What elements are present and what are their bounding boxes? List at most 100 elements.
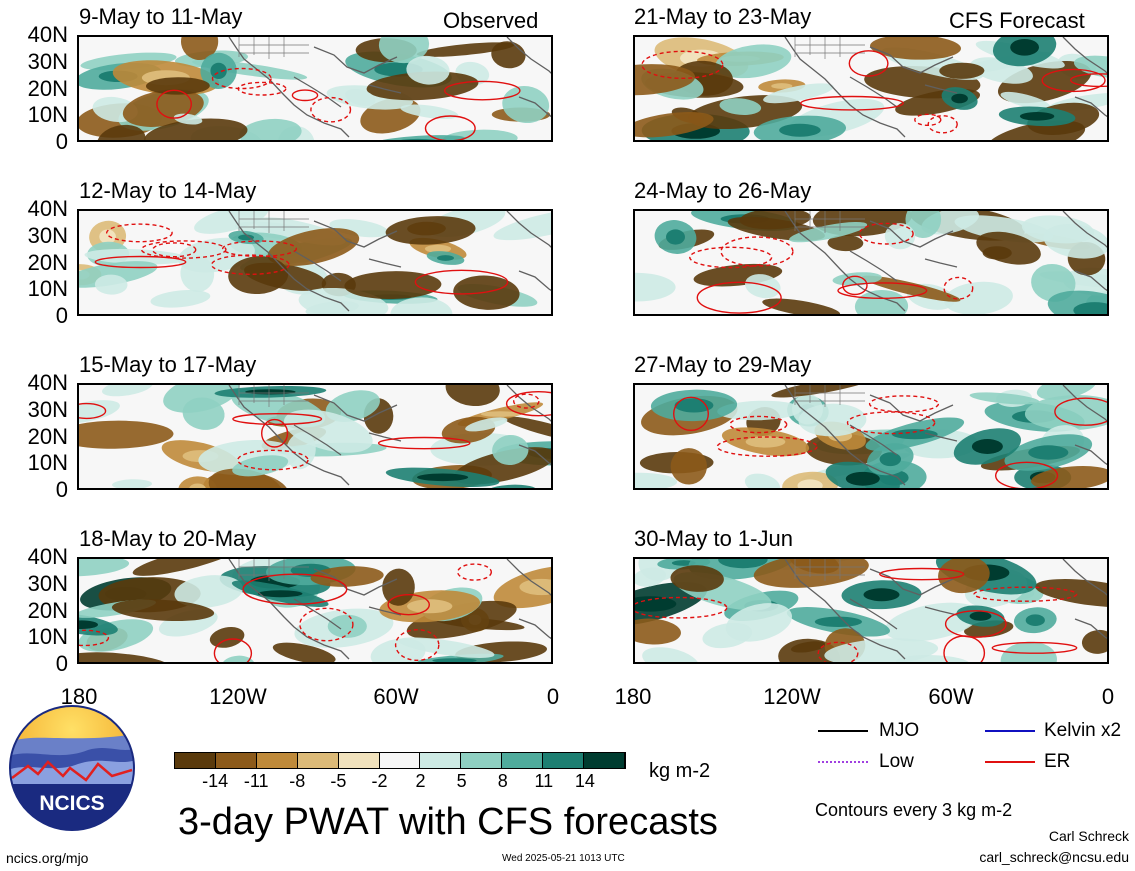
anomaly-blob: [178, 476, 217, 488]
anomaly-blob: [635, 567, 666, 587]
lat-label: 10N: [27, 624, 68, 650]
anomaly-blob-core: [1025, 614, 1045, 626]
lon-label-120w-left: 120W: [209, 684, 267, 709]
anomaly-blob: [854, 289, 909, 314]
er-contour: [106, 223, 173, 243]
colorbar-tick-label: -11: [243, 771, 269, 791]
anomaly-blob: [208, 468, 283, 488]
anomaly-blob: [762, 298, 841, 314]
map-panel-obs-4: [77, 557, 553, 664]
er-contour: [800, 95, 904, 111]
legend-line-kelvin: [985, 730, 1035, 732]
anomaly-blob: [382, 568, 415, 606]
colorbar-tick-label: -5: [330, 771, 347, 791]
coastline: [784, 559, 1107, 660]
logo-text: NCICS: [39, 792, 104, 815]
er-contour: [1054, 397, 1107, 426]
anomaly-blob-core: [635, 596, 677, 612]
lat-label: 20N: [27, 423, 68, 449]
anomaly-blob: [1000, 641, 1057, 662]
er-contour: [140, 240, 227, 259]
lat-label: 30N: [27, 570, 68, 596]
er-contour: [995, 461, 1059, 488]
lat-label: 40N: [27, 22, 68, 47]
anomaly-blob-core: [189, 483, 206, 488]
anomaly-blob: [503, 416, 551, 443]
anomaly-blob: [398, 637, 495, 658]
er-contour: [299, 607, 354, 642]
anomaly-blob-core: [519, 578, 551, 596]
anomaly-blob: [670, 448, 707, 485]
anomaly-blob-core: [745, 436, 786, 448]
er-contour: [443, 80, 521, 101]
colorbar-swatch: [379, 753, 421, 768]
er-contour: [943, 276, 974, 300]
colorbar-swatch: [584, 753, 625, 768]
anomaly-blob: [102, 385, 153, 397]
panel-title-obs-4: 18-May to 20-May: [79, 526, 257, 551]
anomaly-blob: [97, 124, 146, 140]
footer-url: ncics.org/mjo: [6, 850, 89, 866]
pwat-anomaly-field: [635, 37, 1107, 140]
er-contour: [261, 418, 289, 448]
pwat-anomaly-field: [79, 211, 551, 314]
anomaly-blob: [283, 409, 373, 453]
er-contour: [991, 641, 1078, 654]
map-panel-fcst-1: [633, 35, 1109, 142]
chart-title: 3-day PWAT with CFS forecasts: [178, 801, 718, 843]
ncics-logo: NCICS: [8, 704, 136, 832]
anomaly-blob-core: [951, 93, 968, 104]
anomaly-blob: [209, 626, 245, 648]
anomaly-blob: [79, 652, 172, 662]
legend-label-kelvin: Kelvin x2: [1044, 720, 1122, 741]
lat-label: 20N: [27, 75, 68, 101]
lat-label: 30N: [27, 222, 68, 248]
political-borders: [794, 559, 865, 581]
er-contour: [973, 586, 1078, 602]
anomaly-blob: [635, 64, 696, 96]
anomaly-blob: [181, 37, 219, 61]
er-contour: [79, 629, 110, 647]
map-panel-obs-1: [77, 35, 553, 142]
anomaly-blob: [670, 565, 724, 592]
anomaly-blob-core: [971, 439, 1003, 454]
anomaly-blob: [406, 600, 517, 639]
anomaly-blob-core: [797, 479, 823, 488]
lon-label-120w-right: 120W: [763, 684, 821, 709]
anomaly-blob: [194, 211, 269, 234]
panel-title-fcst-3: 27-May to 29-May: [634, 352, 812, 377]
anomaly-blob: [390, 297, 453, 314]
colorbar-tick-label: 14: [574, 771, 595, 791]
er-contour: [242, 573, 348, 605]
anomaly-blob: [635, 111, 714, 138]
colorbar-tick-label: -8: [289, 771, 306, 791]
er-contour: [635, 596, 728, 619]
er-contour: [868, 395, 940, 413]
colorbar: [174, 752, 626, 769]
lat-label: 0: [55, 477, 68, 502]
anomaly-blob: [79, 400, 120, 424]
legend-line-er: [985, 761, 1035, 763]
colorbar-swatch: [338, 753, 380, 768]
lon-label-0-left: 0: [546, 684, 560, 709]
anomaly-blob-core: [863, 588, 900, 602]
coastline: [228, 37, 551, 138]
panel-title-fcst-4: 30-May to 1-Jun: [634, 526, 793, 551]
anomaly-blob-core: [500, 488, 523, 490]
anomaly-blob: [895, 655, 970, 662]
anomaly-blob: [1043, 224, 1107, 259]
anomaly-blob-core: [437, 255, 454, 261]
legend-line-low: [818, 761, 868, 763]
lat-label: 10N: [27, 450, 68, 476]
er-contour: [237, 81, 287, 96]
coastline: [784, 211, 1107, 312]
political-borders: [238, 37, 309, 59]
anomaly-blob-core: [718, 559, 768, 569]
anomaly-blob: [944, 281, 1013, 314]
er-contour: [944, 610, 1007, 638]
er-contour: [151, 242, 197, 258]
anomaly-blob-core: [210, 62, 227, 79]
anomaly-blob: [884, 602, 980, 642]
coastline: [784, 385, 1107, 486]
lat-label: 10N: [27, 276, 68, 302]
